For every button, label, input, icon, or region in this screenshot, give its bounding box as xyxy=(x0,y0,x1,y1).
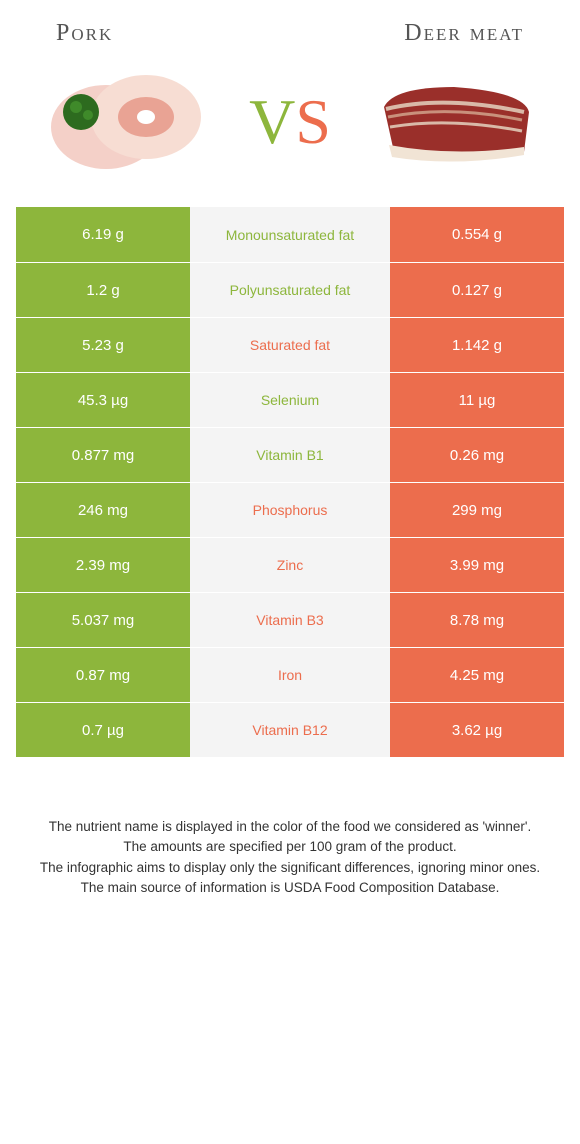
nutrient-label: Saturated fat xyxy=(190,318,390,372)
deer-meat-icon xyxy=(364,57,544,187)
nutrient-label: Vitamin B12 xyxy=(190,703,390,757)
table-row: 5.23 gSaturated fat1.142 g xyxy=(16,317,564,372)
deer-value: 3.99 mg xyxy=(390,538,564,592)
nutrient-label: Polyunsaturated fat xyxy=(190,263,390,317)
pork-value: 0.87 mg xyxy=(16,648,190,702)
nutrient-label: Phosphorus xyxy=(190,483,390,537)
vs-v: V xyxy=(249,85,295,159)
footnote-line: The main source of information is USDA F… xyxy=(30,878,550,898)
table-row: 0.7 µgVitamin B123.62 µg xyxy=(16,702,564,757)
pork-value: 5.23 g xyxy=(16,318,190,372)
pork-value: 1.2 g xyxy=(16,263,190,317)
deer-value: 8.78 mg xyxy=(390,593,564,647)
pork-value: 6.19 g xyxy=(16,207,190,262)
table-row: 246 mgPhosphorus299 mg xyxy=(16,482,564,537)
deer-value: 0.26 mg xyxy=(390,428,564,482)
deer-value: 4.25 mg xyxy=(390,648,564,702)
footnote-line: The amounts are specified per 100 gram o… xyxy=(30,837,550,857)
title-pork: Pork xyxy=(56,20,113,47)
table-row: 45.3 µgSelenium11 µg xyxy=(16,372,564,427)
nutrient-label: Vitamin B3 xyxy=(190,593,390,647)
nutrient-label: Zinc xyxy=(190,538,390,592)
vs-s: S xyxy=(295,85,331,159)
table-row: 0.87 mgIron4.25 mg xyxy=(16,647,564,702)
footnote-line: The infographic aims to display only the… xyxy=(30,858,550,878)
table-row: 1.2 gPolyunsaturated fat0.127 g xyxy=(16,262,564,317)
nutrient-label: Monounsaturated fat xyxy=(190,207,390,262)
pork-value: 0.877 mg xyxy=(16,428,190,482)
deer-value: 11 µg xyxy=(390,373,564,427)
image-row: VS xyxy=(16,57,564,207)
pork-value: 0.7 µg xyxy=(16,703,190,757)
footnote-line: The nutrient name is displayed in the co… xyxy=(30,817,550,837)
header: Pork Deer meat xyxy=(16,20,564,47)
table-row: 6.19 gMonounsaturated fat0.554 g xyxy=(16,207,564,262)
deer-value: 3.62 µg xyxy=(390,703,564,757)
deer-value: 0.127 g xyxy=(390,263,564,317)
deer-value: 1.142 g xyxy=(390,318,564,372)
footnotes: The nutrient name is displayed in the co… xyxy=(30,817,550,898)
table-row: 5.037 mgVitamin B38.78 mg xyxy=(16,592,564,647)
deer-value: 0.554 g xyxy=(390,207,564,262)
pork-value: 5.037 mg xyxy=(16,593,190,647)
table-row: 2.39 mgZinc3.99 mg xyxy=(16,537,564,592)
nutrient-label: Selenium xyxy=(190,373,390,427)
nutrient-label: Iron xyxy=(190,648,390,702)
nutrient-label: Vitamin B1 xyxy=(190,428,390,482)
pork-value: 45.3 µg xyxy=(16,373,190,427)
table-row: 0.877 mgVitamin B10.26 mg xyxy=(16,427,564,482)
comparison-table: 6.19 gMonounsaturated fat0.554 g1.2 gPol… xyxy=(16,207,564,757)
title-deer: Deer meat xyxy=(404,20,524,47)
pork-value: 2.39 mg xyxy=(16,538,190,592)
deer-value: 299 mg xyxy=(390,483,564,537)
vs-label: VS xyxy=(249,85,331,159)
pork-icon xyxy=(36,57,216,187)
pork-value: 246 mg xyxy=(16,483,190,537)
